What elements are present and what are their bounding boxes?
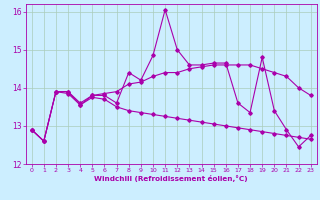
X-axis label: Windchill (Refroidissement éolien,°C): Windchill (Refroidissement éolien,°C) — [94, 175, 248, 182]
